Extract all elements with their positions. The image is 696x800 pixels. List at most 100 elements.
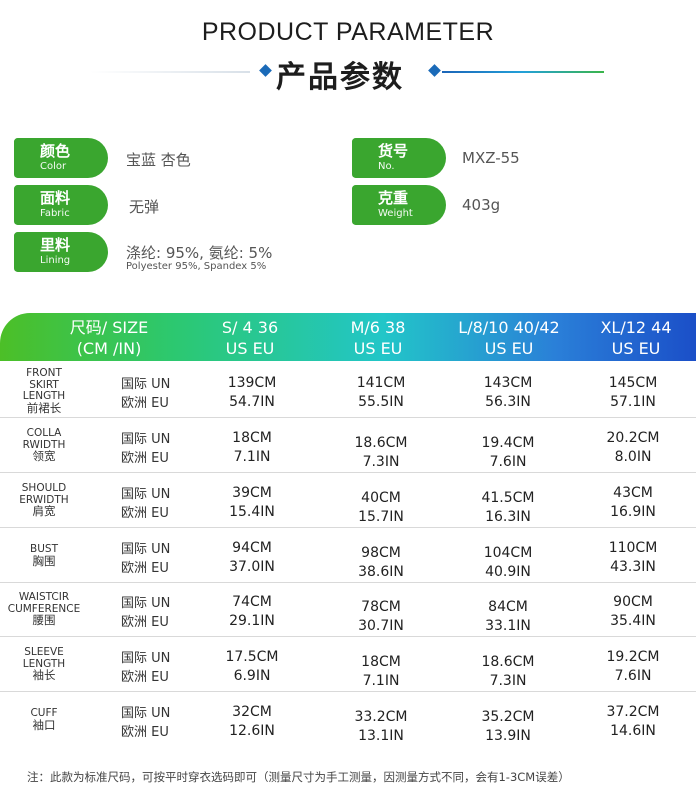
standard-label: 国际 UN [121,542,171,557]
row-label-line: CUMFERENCE [7,602,81,615]
param-value-color: 宝蓝 杏色 [126,151,191,169]
size-header-label-line2: (CM /IN) [76,339,142,358]
standard-label: 欧洲 EU [121,561,169,576]
size-value-cm: 139CM [227,375,277,391]
row-label: BUST 胸围 [6,543,82,568]
table-row: CUFF 袖口 国际 UN 欧洲 EU 32CM 12.6IN 33.2CM 13.1IN 35… [0,692,696,747]
footnote: 注：此款为标准尺码，可按平时穿衣选码即可（测量尺寸为手工测量，因测量方式不同，会… [27,770,570,784]
size-value-in: 13.9IN [485,728,531,744]
standard-label: 国际 UN [121,432,171,447]
table-row: FRONT SKIRT LENGTH 前裙长 国际 UN 欧洲 EU 139CM 54.7IN… [0,363,696,418]
standard-label: 国际 UN [121,487,171,502]
size-value-in: 6.9IN [233,668,271,684]
size-value-cm: 78CM [361,599,401,615]
size-value-cm: 90CM [613,594,653,610]
param-tag-zh: 货号 [378,142,409,160]
param-tag-fabric: 面料 Fabric [14,185,108,225]
row-label-line: 腰围 [32,613,56,627]
standard-label: 欧洲 EU [121,670,169,685]
size-header-line1: M/6 38 [350,318,406,337]
size-value-in: 43.3IN [610,559,656,575]
size-value-in: 37.0IN [229,559,275,575]
size-value-cm: 104CM [483,545,533,561]
size-value-cm: 43CM [613,485,653,501]
table-row: COLLA RWIDTH 领宽 国际 UN 欧洲 EU 18CM 7.1IN 18.6CM 7.… [0,418,696,473]
size-value-cm: 145CM [608,375,658,391]
size-value-in: 55.5IN [358,394,404,410]
standard-label: 欧洲 EU [121,506,169,521]
row-label-line: WAISTCIR [18,591,70,603]
size-value-cm: 39CM [232,485,272,501]
size-value-in: 7.1IN [362,673,400,689]
size-value-in: 15.4IN [229,504,275,520]
param-tag-zh: 里料 [40,236,71,254]
size-header-xl: XL/12 44 US EU [576,313,696,361]
param-tag-zh: 面料 [40,189,71,207]
size-value-cm: 84CM [488,599,528,615]
param-value-fabric: 无弹 [129,198,160,216]
size-value-cm: 94CM [232,540,272,556]
size-value-cm: 18.6CM [354,435,408,451]
size-value-in: 7.3IN [489,673,527,689]
size-header-m: M/6 38 US EU [318,313,438,361]
title-english: PRODUCT PARAMETER [201,18,495,46]
size-value-cm: 41.5CM [481,490,535,506]
size-value-cm: 40CM [361,490,401,506]
row-label-line: COLLA [26,427,62,439]
standard-label: 国际 UN [121,651,171,666]
size-value-in: 35.4IN [610,613,656,629]
standard-label: 欧洲 EU [121,396,169,411]
size-value-in: 56.3IN [485,394,531,410]
size-value-in: 12.6IN [229,723,275,739]
row-label-line: 领宽 [32,449,56,463]
size-value-cm: 32CM [232,704,272,720]
param-value-item-no: MXZ-55 [462,149,520,167]
size-header-line2: US EU [225,339,275,358]
size-value-cm: 18CM [232,430,272,446]
size-value-cm: 33.2CM [354,709,408,725]
size-value-in: 16.3IN [485,509,531,525]
decorative-line-left [90,71,250,73]
size-header-line2: US EU [353,339,403,358]
size-value-in: 57.1IN [610,394,656,410]
param-value-lining-en: Polyester 95%, Spandex 5% [126,261,267,272]
size-value-cm: 18.6CM [481,654,535,670]
size-value-in: 29.1IN [229,613,275,629]
table-row: SHOULD ERWIDTH 肩宽 国际 UN 欧洲 EU 39CM 15.4IN 40CM 1… [0,473,696,528]
param-tag-zh: 克重 [378,189,409,207]
size-value-in: 15.7IN [358,509,404,525]
size-value-cm: 98CM [361,545,401,561]
size-value-in: 7.1IN [233,449,271,465]
title-chinese: 产品参数 [276,60,404,95]
row-label-line: FRONT [26,367,62,379]
row-label: WAISTCIR CUMFERENCE 腰围 [6,591,82,627]
size-header-line2: US EU [484,339,534,358]
decorative-line-right [442,71,604,73]
size-value-in: 33.1IN [485,618,531,634]
size-value-in: 7.3IN [362,454,400,470]
param-tag-weight: 克重 Weight [352,185,446,225]
row-label-line: 袖长 [32,668,56,682]
diamond-icon-left [259,64,272,77]
standard-label: 国际 UN [121,596,171,611]
standard-label: 国际 UN [121,377,171,392]
standard-label: 欧洲 EU [121,725,169,740]
size-header-line1: L/8/10 40/42 [458,318,560,337]
size-value-cm: 19.4CM [481,435,535,451]
row-label-line: SHOULD [21,482,67,494]
row-label-line: 肩宽 [32,504,56,518]
size-value-cm: 74CM [232,594,272,610]
param-tag-en: No. [378,161,395,172]
row-label-line: 前裙长 [26,400,62,415]
size-value-in: 30.7IN [358,618,404,634]
param-tag-zh: 颜色 [40,142,71,160]
size-value-in: 14.6IN [610,723,656,739]
row-label-line: 胸围 [32,553,56,568]
param-tag-en: Weight [378,208,413,219]
param-value-lining: 涤纶: 95%, 氨纶: 5% [126,244,273,262]
row-label: CUFF 袖口 [6,707,82,731]
param-tag-color: 颜色 Color [14,138,108,178]
size-value-cm: 18CM [361,654,401,670]
standard-label: 欧洲 EU [121,451,169,466]
param-tag-en: Lining [40,255,71,266]
